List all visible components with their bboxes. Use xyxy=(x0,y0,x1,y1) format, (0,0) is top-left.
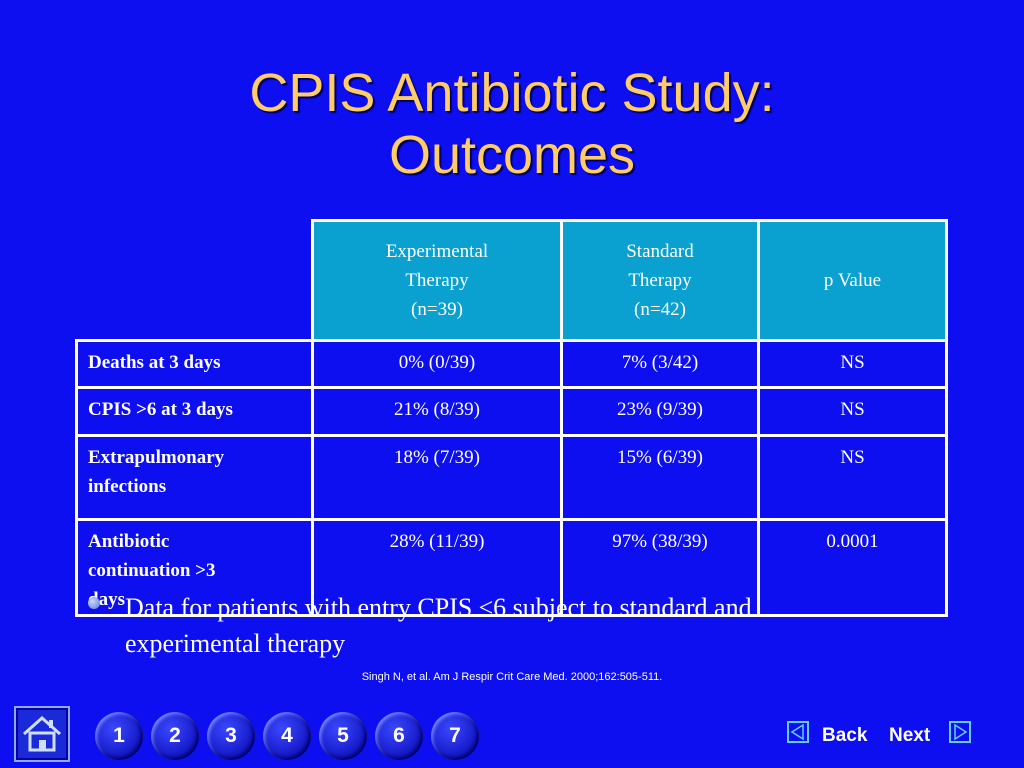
row-label-line: infections xyxy=(88,476,167,497)
row-label-line: Antibiotic xyxy=(88,531,170,552)
footnote-line: experimental therapy xyxy=(125,629,346,658)
row-label-line: CPIS >6 at 3 days xyxy=(88,399,233,420)
header-line: Therapy xyxy=(405,270,469,291)
back-label[interactable]: Back xyxy=(822,725,868,746)
header-line: Standard xyxy=(626,241,694,262)
header-line: (n=42) xyxy=(634,299,686,320)
table-cell: 18% (7/39) xyxy=(311,434,563,521)
row-label-extrapulmonary: Extrapulmonary infections xyxy=(75,434,314,521)
table-cell: NS xyxy=(757,386,948,437)
footnote-line: Data for patients with entry CPIS ≤6 sub… xyxy=(125,593,752,622)
table-cell: 7% (3/42) xyxy=(560,339,760,389)
next-button[interactable] xyxy=(949,721,971,743)
header-line: (n=39) xyxy=(411,299,463,320)
outcomes-table: Experimental Therapy (n=39) Standard The… xyxy=(75,219,948,617)
row-label-line: Deaths at 3 days xyxy=(88,352,221,373)
table-cell: 15% (6/39) xyxy=(560,434,760,521)
triangle-left-icon xyxy=(790,723,804,741)
row-label-antibiotic-continuation: Antibiotic continuation >3 days xyxy=(75,518,314,617)
row-label-cpis: CPIS >6 at 3 days xyxy=(75,386,314,437)
table-cell: 0.0001 xyxy=(757,518,948,617)
home-button[interactable] xyxy=(14,706,70,762)
page-6-button[interactable]: 6 xyxy=(375,712,423,760)
row-label-line: Extrapulmonary xyxy=(88,447,225,468)
citation: Singh N, et al. Am J Respir Crit Care Me… xyxy=(361,671,663,683)
table-cell: NS xyxy=(757,434,948,521)
title-line-1: CPIS Antibiotic Study: xyxy=(249,63,775,123)
next-label[interactable]: Next xyxy=(889,725,931,746)
triangle-right-icon xyxy=(954,723,968,741)
table-cell: 23% (9/39) xyxy=(560,386,760,437)
header-p-value: p Value xyxy=(757,219,948,342)
page-3-button[interactable]: 3 xyxy=(207,712,255,760)
header-experimental-therapy: Experimental Therapy (n=39) xyxy=(311,219,563,342)
home-icon xyxy=(23,715,61,752)
back-button[interactable] xyxy=(787,721,809,743)
header-line: p Value xyxy=(823,270,882,291)
table-cell: NS xyxy=(757,339,948,389)
page-2-button[interactable]: 2 xyxy=(151,712,199,760)
slide-title: CPIS Antibiotic Study: Outcomes xyxy=(0,62,1024,186)
page-5-button[interactable]: 5 xyxy=(319,712,367,760)
row-label-line: continuation >3 xyxy=(88,560,216,581)
bullet-icon xyxy=(88,597,100,609)
page-7-button[interactable]: 7 xyxy=(431,712,479,760)
page-4-button[interactable]: 4 xyxy=(263,712,311,760)
title-line-2: Outcomes xyxy=(388,125,636,185)
footnote-text: Data for patients with entry CPIS ≤6 sub… xyxy=(125,590,925,662)
table-cell: 0% (0/39) xyxy=(311,339,563,389)
header-standard-therapy: Standard Therapy (n=42) xyxy=(560,219,760,342)
header-line: Therapy xyxy=(628,270,692,291)
header-line: Experimental xyxy=(385,241,489,262)
table-cell: 21% (8/39) xyxy=(311,386,563,437)
row-label-deaths: Deaths at 3 days xyxy=(75,339,314,389)
page-1-button[interactable]: 1 xyxy=(95,712,143,760)
